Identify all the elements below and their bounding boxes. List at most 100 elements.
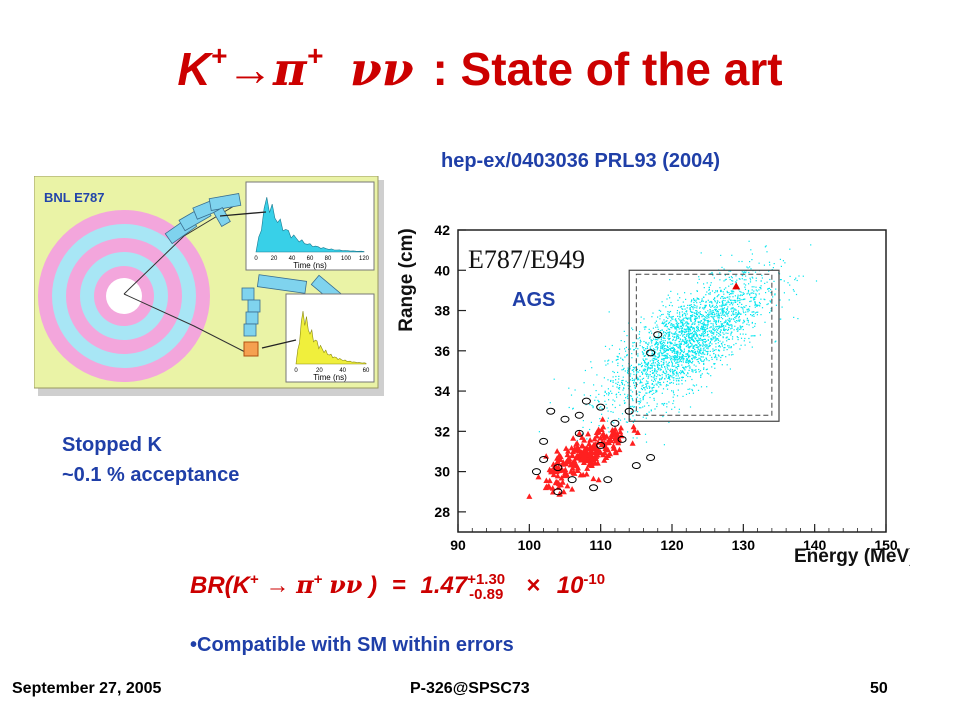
cloud-point bbox=[664, 402, 666, 405]
cloud-point bbox=[688, 336, 690, 338]
cloud-point bbox=[720, 325, 722, 327]
cloud-point bbox=[674, 327, 676, 329]
cloud-point bbox=[770, 289, 772, 291]
cloud-point bbox=[711, 392, 713, 394]
cloud-point bbox=[676, 372, 678, 374]
cloud-point bbox=[770, 310, 772, 312]
cloud-point bbox=[627, 370, 629, 372]
open-circle-event bbox=[589, 484, 599, 492]
cloud-point bbox=[655, 389, 657, 391]
cloud-point bbox=[720, 316, 722, 319]
cloud-point bbox=[795, 293, 798, 296]
open-circle-event bbox=[546, 407, 556, 415]
cloud-point bbox=[721, 311, 723, 313]
cloud-point bbox=[705, 343, 707, 346]
cloud-point bbox=[694, 349, 696, 351]
cloud-point bbox=[647, 367, 649, 369]
cloud-point bbox=[666, 349, 668, 351]
background-triangle bbox=[556, 451, 563, 458]
background-triangle bbox=[631, 427, 638, 433]
cloud-point bbox=[662, 305, 664, 307]
cloud-point bbox=[703, 347, 705, 349]
cloud-point bbox=[726, 292, 728, 294]
cloud-point bbox=[751, 289, 753, 291]
cloud-point bbox=[678, 331, 680, 333]
background-triangle bbox=[559, 479, 566, 485]
cloud-point bbox=[713, 319, 715, 321]
cloud-point bbox=[688, 346, 690, 348]
cloud-point bbox=[741, 278, 743, 280]
cloud-point bbox=[651, 342, 653, 344]
cloud-point bbox=[678, 336, 680, 339]
cloud-point bbox=[651, 350, 653, 352]
open-circle-event bbox=[574, 429, 584, 437]
cloud-point bbox=[646, 387, 648, 389]
cloud-point bbox=[702, 348, 704, 350]
cloud-point bbox=[703, 367, 705, 369]
cloud-point bbox=[638, 391, 640, 393]
cloud-point bbox=[660, 345, 662, 347]
cloud-point bbox=[711, 302, 713, 304]
cloud-point bbox=[678, 364, 680, 366]
cloud-point bbox=[646, 402, 648, 404]
cloud-point bbox=[661, 342, 664, 344]
cloud-point bbox=[697, 321, 699, 323]
cloud-point bbox=[766, 251, 768, 253]
cloud-point bbox=[713, 363, 715, 365]
cloud-point bbox=[639, 363, 641, 366]
cloud-point bbox=[704, 332, 706, 334]
cloud-point bbox=[661, 353, 663, 355]
cloud-point bbox=[726, 323, 728, 325]
open-circle-event bbox=[646, 349, 656, 357]
background-triangle bbox=[595, 476, 602, 483]
cloud-point bbox=[607, 417, 609, 419]
cloud-point bbox=[697, 389, 700, 391]
cloud-point bbox=[707, 348, 709, 350]
cloud-point bbox=[626, 421, 629, 423]
cloud-point bbox=[654, 369, 656, 371]
cloud-point bbox=[743, 306, 745, 308]
cloud-point bbox=[611, 361, 614, 363]
cloud-point bbox=[720, 329, 722, 331]
cloud-point bbox=[706, 320, 708, 322]
cloud-point bbox=[687, 343, 689, 345]
cloud-point bbox=[665, 325, 667, 327]
cloud-point bbox=[684, 313, 686, 315]
cloud-point bbox=[665, 320, 667, 322]
cloud-point bbox=[717, 325, 719, 327]
cloud-point bbox=[634, 406, 636, 408]
timing-tick-label: 80 bbox=[325, 256, 332, 262]
cloud-point bbox=[697, 360, 699, 363]
cloud-point bbox=[677, 354, 679, 356]
cloud-point bbox=[679, 316, 681, 318]
cloud-point bbox=[626, 354, 628, 356]
cloud-point bbox=[699, 330, 701, 332]
cloud-point bbox=[718, 350, 721, 352]
cloud-point bbox=[718, 345, 720, 347]
cloud-point bbox=[685, 298, 687, 300]
cloud-point bbox=[732, 307, 734, 309]
cloud-point bbox=[697, 298, 699, 300]
cloud-point bbox=[646, 384, 648, 386]
cloud-point bbox=[646, 392, 648, 394]
cloud-point bbox=[598, 425, 600, 427]
cloud-point bbox=[661, 376, 663, 378]
cloud-point bbox=[682, 340, 684, 342]
cloud-point bbox=[615, 382, 617, 384]
cloud-point bbox=[702, 342, 704, 344]
cloud-point bbox=[783, 280, 785, 282]
cloud-point bbox=[683, 317, 685, 319]
background-triangle bbox=[581, 437, 588, 443]
background-triangle bbox=[587, 436, 594, 443]
cloud-point bbox=[691, 343, 693, 345]
cloud-point bbox=[684, 342, 686, 344]
cloud-point bbox=[598, 401, 600, 403]
cloud-point bbox=[770, 292, 772, 294]
cloud-point bbox=[725, 308, 728, 310]
cloud-point bbox=[589, 428, 591, 431]
cloud-point bbox=[600, 406, 602, 408]
cloud-point bbox=[672, 325, 674, 328]
cloud-point bbox=[692, 306, 694, 308]
cloud-point bbox=[676, 366, 678, 368]
cloud-point bbox=[743, 319, 745, 321]
